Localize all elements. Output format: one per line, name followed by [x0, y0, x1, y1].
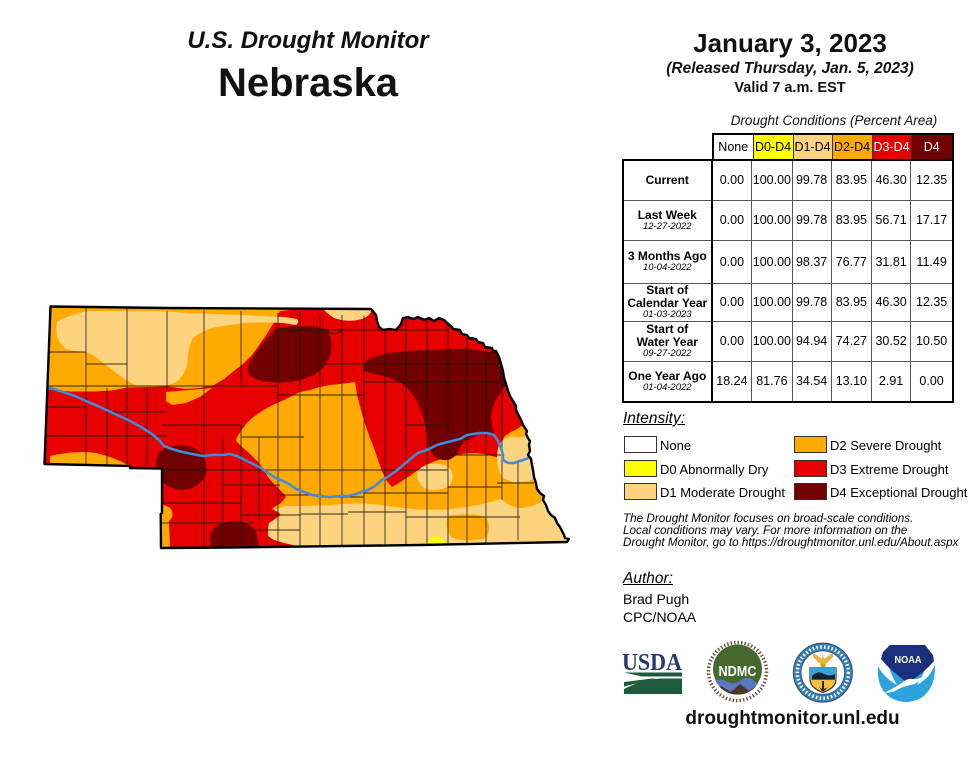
- svg-text:NOAA: NOAA: [895, 655, 922, 666]
- svg-text:USDA: USDA: [622, 649, 682, 676]
- svg-text:NDMC: NDMC: [719, 664, 757, 680]
